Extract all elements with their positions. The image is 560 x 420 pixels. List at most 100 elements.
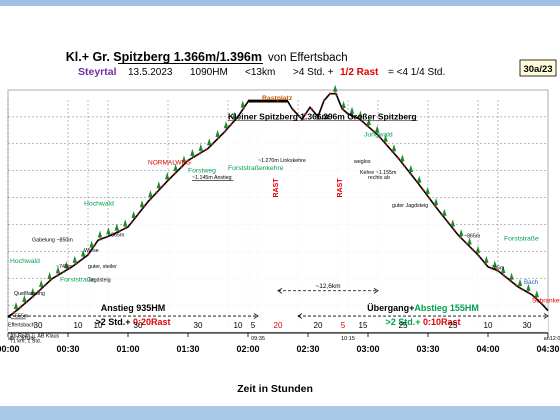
waypoint-marker [323,99,325,102]
waypoint-label: Forstweg [188,167,216,174]
waypoint-label: Quellfassung [14,291,45,297]
waypoint-marker [484,262,487,265]
tree-icon [509,272,514,280]
tree-icon [131,210,136,218]
span-sublabel: >2 Std.+ 0:10Rast [385,317,460,327]
waypoint-marker [465,242,468,245]
tree-icon [215,129,220,137]
span-arrow [253,313,259,319]
waypoint-marker [378,136,381,139]
tree-icon [526,283,531,291]
waypoint-marker [540,302,542,305]
waypoint-marker [186,159,189,162]
waypoint-marker [478,255,480,258]
tree-icon [81,249,86,257]
bottom-band [0,406,560,420]
tree-icon [89,240,94,248]
tree-icon [383,134,388,142]
span-arrow [543,313,549,319]
tree-icon [341,101,346,109]
waypoint-label: weglos [354,159,371,165]
date: 13.5.2023 [128,67,173,78]
time-rest: 1/2 Rast [340,67,379,78]
waypoint-label: Effertsbach [8,323,35,329]
waypoint-marker [354,116,356,119]
title-underline [118,63,263,64]
tree-icon [39,279,44,287]
x-tick-label: 04:30 [536,344,559,354]
waypoint-marker [168,178,170,181]
badge-box [519,59,557,77]
x-tick-label: 00:00 [0,344,20,354]
x-tick-label: 02:30 [296,344,319,354]
waypoint-label: Forststraße [504,235,539,242]
waypoint-marker [223,130,226,133]
waypoint-marker [56,274,59,277]
waypoint-marker [304,113,307,116]
segment-duration: 25 [399,321,408,330]
waypoint-marker [515,284,518,287]
waypoint-label: ~745m [488,266,505,272]
time-total: = <4 1/4 Std. [388,67,445,78]
waypoint-marker [292,108,294,111]
tree-icon [13,301,19,309]
segment-duration: 10 [234,321,243,330]
waypoint-marker [68,267,71,270]
waypoint-label: Jungwald [364,132,393,139]
clock-mark: 09:35 [251,336,265,342]
waypoint-label: Schranken [532,298,560,305]
waypoint-marker [192,156,195,159]
waypoint-marker [242,107,245,110]
waypoint-label: rechts ab [368,175,390,181]
waypoint-marker [428,197,431,200]
x-ticks: 00:00 00:30 01:00 01:30 02:00 02:30 03:00 03:30… [0,333,560,354]
tree-icon [156,181,161,189]
waypoint-marker [496,269,499,272]
x-tick-label: 01:30 [176,344,199,354]
waypoint-label: 71 km, 1 Std. [10,339,41,345]
height-meters: 1090HM [190,67,228,78]
waypoint-marker [143,205,146,208]
segment-durations: 30 10 10 30 30 10 5 20 20 5 15 25 25 10 30 [8,321,548,334]
rest-label: RAST [337,178,344,198]
waypoint-marker [124,227,127,230]
tree-icon [181,155,187,163]
tree-icon [190,148,195,156]
tree-icon [139,200,145,208]
tree-icon [64,261,69,269]
span-label: Übergang+Abstieg 155HM [367,303,479,313]
waypoint-marker [31,295,34,298]
x-tick-label: 03:00 [356,344,379,354]
tree-icon [148,190,153,198]
tree-icon [97,230,103,238]
waypoint-label: Forststraße [60,276,95,283]
tree-icon [433,198,439,206]
segment-duration: 20 [274,321,283,330]
waypoint-marker [385,143,387,146]
waypoint-marker [341,108,344,111]
waypoint-marker [471,248,474,251]
tree-icon [425,186,430,194]
waypoint-label: Bach [524,279,539,286]
tree-icon [417,175,422,183]
waypoint-marker [533,296,536,299]
span-arrow [297,313,303,319]
waypoint-marker [236,116,239,119]
waypoint-marker [50,278,53,281]
waypoint-label: ~865m [464,234,481,240]
rest-labels: RAST RAST [273,178,344,198]
top-band [0,0,560,6]
waypoint-marker [118,230,121,233]
tree-icon [375,125,380,133]
waypoint-marker [403,165,406,168]
waypoint-marker [490,267,493,270]
waypoint-marker [81,258,84,261]
waypoint-marker [161,184,164,187]
segment-duration: 15 [359,321,368,330]
chart-title-start: von Effertsbach [268,52,348,64]
waypoint-marker [99,238,102,241]
tree-icon [72,255,77,263]
tree-icon [492,260,497,268]
